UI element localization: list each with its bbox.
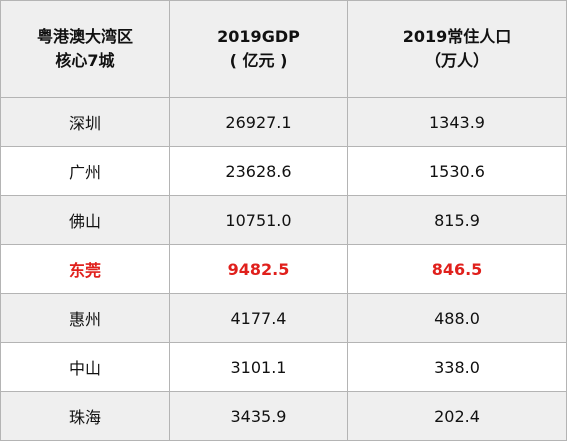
- table-row: 惠州 4177.4 488.0: [0, 293, 567, 343]
- gdp-cell: 9482.5: [169, 244, 348, 294]
- city-cell: 深圳: [0, 97, 170, 147]
- gdp-cell: 4177.4: [169, 293, 348, 343]
- city-cell: 佛山: [0, 195, 170, 245]
- header-region: 粤港澳大湾区 核心7城: [0, 0, 170, 98]
- table-row-highlighted: 东莞 9482.5 846.5: [0, 244, 567, 294]
- header-gdp-line2: ( 亿元 ): [229, 51, 288, 70]
- header-gdp-line1: 2019GDP: [217, 27, 300, 46]
- header-gdp: 2019GDP ( 亿元 ): [169, 0, 348, 98]
- population-cell: 815.9: [347, 195, 567, 245]
- gdp-cell: 3101.1: [169, 342, 348, 392]
- header-population-line1: 2019常住人口: [402, 27, 512, 46]
- table-row: 深圳 26927.1 1343.9: [0, 97, 567, 147]
- gdp-cell: 23628.6: [169, 146, 348, 196]
- population-cell: 338.0: [347, 342, 567, 392]
- population-cell: 202.4: [347, 391, 567, 441]
- gdp-cell: 10751.0: [169, 195, 348, 245]
- table-row: 广州 23628.6 1530.6: [0, 146, 567, 196]
- header-population: 2019常住人口 （万人）: [347, 0, 567, 98]
- table-row: 珠海 3435.9 202.4: [0, 391, 567, 441]
- city-cell: 惠州: [0, 293, 170, 343]
- population-cell: 488.0: [347, 293, 567, 343]
- gdp-cell: 3435.9: [169, 391, 348, 441]
- gdp-cell: 26927.1: [169, 97, 348, 147]
- city-cell: 珠海: [0, 391, 170, 441]
- header-population-line2: （万人）: [424, 51, 489, 70]
- city-cell: 中山: [0, 342, 170, 392]
- table-header-row: 粤港澳大湾区 核心7城 2019GDP ( 亿元 ) 2019常住人口 （万人）: [0, 0, 567, 98]
- population-cell: 1343.9: [347, 97, 567, 147]
- city-cell: 广州: [0, 146, 170, 196]
- table-row: 中山 3101.1 338.0: [0, 342, 567, 392]
- header-region-line2: 核心7城: [55, 51, 115, 70]
- population-cell: 846.5: [347, 244, 567, 294]
- table-row: 佛山 10751.0 815.9: [0, 195, 567, 245]
- population-cell: 1530.6: [347, 146, 567, 196]
- header-region-line1: 粤港澳大湾区: [36, 27, 133, 46]
- city-cell: 东莞: [0, 244, 170, 294]
